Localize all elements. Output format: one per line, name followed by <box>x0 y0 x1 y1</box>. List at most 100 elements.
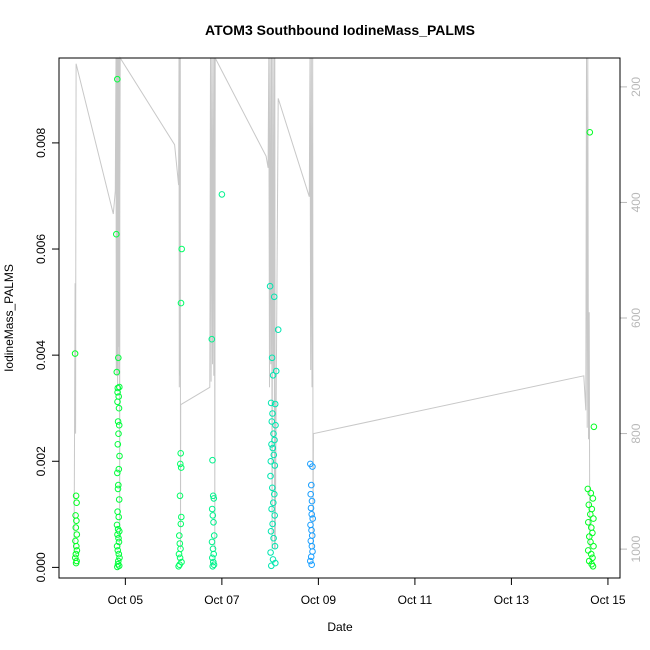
data-point <box>307 504 315 512</box>
data-point <box>176 561 183 569</box>
y-tick-label: 0.000 <box>34 552 48 582</box>
data-point <box>307 490 315 498</box>
data-point <box>116 452 123 460</box>
plot-frame <box>58 57 621 579</box>
data-point <box>116 528 123 535</box>
data-point <box>587 538 594 546</box>
data-point <box>210 495 218 502</box>
data-point <box>590 542 597 550</box>
data-point <box>272 421 279 429</box>
data-point <box>114 485 122 493</box>
x-tick-label: Oct 09 <box>301 593 337 607</box>
data-point <box>270 293 278 301</box>
data-point <box>210 558 217 566</box>
scatter-points <box>71 75 598 571</box>
data-point <box>586 129 594 136</box>
data-point <box>115 534 122 542</box>
y-axis-title: IodineMass_PALMS <box>2 264 16 372</box>
y2-tick-label: 200 <box>629 77 643 97</box>
data-point <box>271 490 278 498</box>
data-point <box>113 368 121 376</box>
data-point <box>176 532 183 539</box>
data-point <box>272 367 280 375</box>
data-point <box>115 481 122 489</box>
data-point <box>210 550 217 558</box>
data-point <box>177 464 185 471</box>
x-tick-label: Oct 11 <box>398 593 433 607</box>
data-point <box>309 515 317 522</box>
data-point <box>113 521 121 529</box>
data-point <box>266 282 274 290</box>
data-point <box>267 458 275 465</box>
data-point <box>115 465 123 473</box>
data-point <box>115 430 122 438</box>
data-point <box>210 561 218 569</box>
data-point <box>270 534 277 542</box>
data-point <box>114 563 121 571</box>
data-point <box>309 463 316 470</box>
data-point <box>71 350 79 357</box>
data-point <box>209 554 216 562</box>
data-point <box>271 436 278 444</box>
data-point <box>73 517 80 525</box>
data-point <box>267 472 274 480</box>
data-point <box>271 400 279 408</box>
data-point <box>114 418 122 425</box>
data-point <box>208 505 216 513</box>
data-point <box>308 497 316 505</box>
data-point <box>113 230 120 238</box>
y2-tick-label: 600 <box>629 308 643 328</box>
data-point <box>589 495 597 502</box>
data-point <box>72 559 80 567</box>
data-point <box>114 560 122 568</box>
data-point <box>176 554 184 562</box>
data-point <box>115 496 123 503</box>
data-point <box>587 550 595 558</box>
y-tick-label: 0.004 <box>34 340 48 370</box>
data-point <box>114 441 122 448</box>
data-point <box>587 511 594 518</box>
data-point <box>269 444 277 452</box>
data-point <box>269 372 277 379</box>
data-point <box>209 456 216 464</box>
data-point <box>308 561 316 569</box>
data-point <box>267 549 274 556</box>
data-point <box>268 505 275 513</box>
data-point <box>178 513 185 521</box>
data-point <box>113 542 121 550</box>
data-point <box>269 410 276 417</box>
data-point <box>115 538 123 546</box>
data-point <box>209 492 217 500</box>
data-point <box>114 547 122 554</box>
data-point <box>176 492 184 500</box>
data-point <box>116 554 123 562</box>
data-point <box>72 492 80 500</box>
data-point <box>114 469 121 477</box>
data-point <box>114 75 121 83</box>
data-point <box>585 501 593 509</box>
data-point <box>114 389 121 396</box>
x-tick-label: Oct 13 <box>494 593 530 607</box>
data-point <box>268 354 276 362</box>
data-point <box>177 450 184 457</box>
x-tick-label: Oct 05 <box>108 593 144 607</box>
data-point <box>73 499 80 507</box>
data-point <box>308 481 315 489</box>
data-point <box>590 515 597 522</box>
data-point <box>267 528 275 535</box>
data-point <box>177 299 185 307</box>
data-point <box>584 485 592 493</box>
data-point <box>178 245 185 253</box>
data-point <box>268 562 275 570</box>
data-point <box>72 550 80 558</box>
data-point <box>114 531 121 538</box>
data-point <box>270 451 278 459</box>
data-point <box>210 519 217 526</box>
data-point <box>208 538 216 546</box>
y-tick-label: 0.008 <box>34 128 48 158</box>
data-point <box>115 404 123 412</box>
data-point <box>267 399 275 407</box>
data-point <box>271 542 279 550</box>
y2-tick-label: 800 <box>629 423 643 443</box>
